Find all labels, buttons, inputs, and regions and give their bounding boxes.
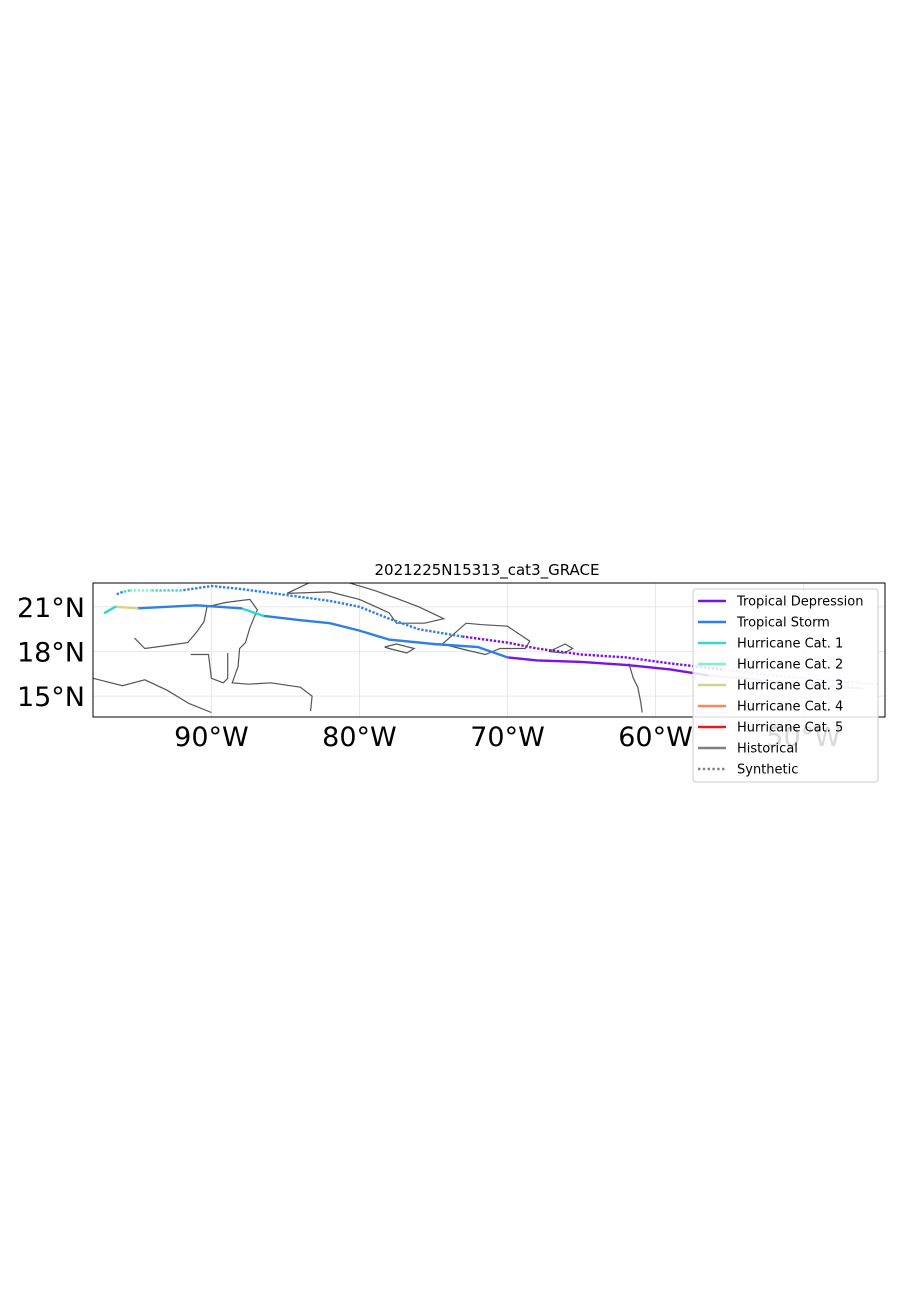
coastline	[286, 583, 446, 624]
historical-track-segment	[114, 605, 139, 610]
synthetic-track-segment	[114, 590, 124, 597]
historical-track-segment	[136, 604, 243, 610]
legend-label: Hurricane Cat. 3	[737, 679, 843, 694]
coastline	[384, 643, 416, 654]
legend-label: Tropical Depression	[736, 595, 863, 610]
legend-box	[692, 588, 879, 783]
x-tick-label: 70°W	[470, 722, 545, 753]
legend-label: Historical	[737, 742, 798, 757]
synthetic-track-segment	[122, 589, 131, 594]
coastline	[93, 677, 212, 714]
legend-label: Hurricane Cat. 1	[737, 637, 843, 652]
y-tick-label: 21°N	[17, 593, 85, 624]
synthetic-track-segment	[181, 584, 464, 638]
x-tick-label: 60°W	[618, 722, 693, 753]
y-tick-label: 18°N	[17, 637, 85, 668]
coastline	[628, 663, 643, 713]
historical-track-segment	[262, 614, 509, 659]
y-tick-labels: 21°N 18°N 15°N	[17, 593, 85, 713]
historical-track-segment	[506, 656, 709, 677]
legend-label: Hurricane Cat. 5	[737, 721, 843, 736]
map-frame	[92, 582, 886, 718]
historical-track-segment	[239, 607, 265, 617]
historical-track-segment	[103, 605, 117, 614]
coastline	[134, 598, 313, 712]
map-title: 2021225N15313_cat3_GRACE	[375, 561, 600, 580]
synthetic-track-segment	[462, 635, 723, 671]
x-tick-label: 80°W	[322, 722, 397, 753]
coastlines	[93, 583, 643, 714]
x-tick-label: 90°W	[174, 722, 249, 753]
y-tick-label: 15°N	[17, 682, 85, 713]
coastline	[442, 622, 531, 656]
legend-label: Hurricane Cat. 4	[737, 700, 843, 715]
legend-label: Tropical Storm	[736, 616, 830, 631]
legend: Tropical Depression Tropical Storm Hurrica…	[692, 588, 879, 783]
coastline	[190, 653, 229, 684]
legend-label: Synthetic	[737, 763, 798, 778]
legend-label: Hurricane Cat. 2	[737, 658, 843, 673]
